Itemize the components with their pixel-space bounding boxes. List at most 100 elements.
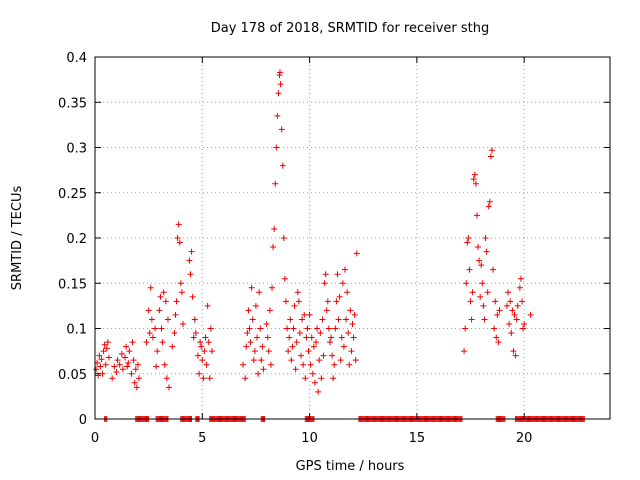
data-point [242, 375, 249, 382]
data-point [131, 379, 138, 386]
data-point [189, 293, 196, 300]
data-point [114, 357, 121, 364]
data-point [243, 343, 250, 350]
data-point [287, 316, 294, 323]
data-point [505, 289, 512, 296]
data-point [329, 352, 336, 359]
data-point [315, 388, 322, 395]
data-point [322, 271, 329, 278]
data-point [305, 348, 312, 355]
data-point [292, 366, 299, 373]
data-point [259, 343, 266, 350]
data-point [302, 375, 309, 382]
data-point [351, 311, 358, 318]
data-point [118, 350, 125, 357]
data-point [345, 330, 352, 337]
data-point [260, 366, 267, 373]
data-point [169, 343, 176, 350]
data-point [285, 348, 292, 355]
data-point [97, 363, 104, 370]
data-point [248, 284, 255, 291]
data-point [104, 339, 111, 346]
data-point [172, 311, 179, 318]
data-point [145, 307, 152, 314]
data-point [187, 271, 194, 278]
data-point [335, 316, 342, 323]
data-point [463, 280, 470, 287]
data-point [249, 316, 256, 323]
data-point [152, 325, 159, 332]
data-point [344, 289, 351, 296]
x-tick-label: 20 [516, 431, 533, 446]
data-point [176, 239, 183, 246]
data-point [289, 343, 296, 350]
data-point [483, 248, 490, 255]
data-point [174, 235, 181, 241]
data-point [207, 325, 214, 332]
data-point [290, 325, 297, 332]
data-point [291, 302, 298, 309]
data-point [349, 320, 356, 327]
data-point [478, 262, 485, 269]
data-point [122, 354, 129, 361]
data-point [332, 325, 339, 332]
data-point [277, 81, 284, 88]
data-point [263, 320, 270, 327]
data-point [196, 370, 203, 377]
data-point [96, 352, 103, 359]
data-point [192, 330, 199, 337]
data-point [273, 144, 280, 151]
data-point [126, 348, 133, 355]
data-point [275, 90, 282, 97]
data-point [153, 363, 160, 370]
y-tick-label: 0.05 [58, 368, 87, 383]
data-point [270, 244, 277, 251]
data-point [348, 348, 355, 355]
data-point [288, 357, 295, 364]
data-point [276, 69, 283, 76]
data-point [504, 302, 510, 309]
data-point [296, 330, 303, 337]
data-point [157, 293, 164, 300]
data-point [509, 307, 516, 314]
data-point [282, 298, 289, 305]
data-point [109, 375, 116, 382]
data-point [247, 339, 254, 346]
data-point [461, 348, 468, 355]
data-point [477, 293, 484, 300]
data-point [171, 330, 178, 337]
data-point [245, 307, 252, 314]
data-point [330, 375, 337, 382]
data-point [130, 357, 137, 364]
data-point [316, 357, 323, 364]
data-point [303, 334, 310, 341]
data-point [520, 325, 527, 332]
data-point [128, 370, 135, 377]
axis-ticks: 0 0.05 0.1 0.15 0.2 0.25 0.3 0.35 0.4 0 5 10 15 20 [58, 51, 610, 446]
data-point [98, 356, 105, 363]
data-point [199, 357, 206, 364]
data-point [304, 325, 311, 332]
data-point [160, 289, 167, 296]
data-point [476, 257, 483, 264]
data-point [319, 316, 326, 323]
data-point [206, 375, 213, 382]
data-point [111, 363, 118, 370]
data-point [257, 325, 264, 332]
data-point [200, 375, 207, 382]
data-point [353, 250, 360, 257]
data-point [271, 225, 278, 232]
data-point [325, 325, 332, 332]
data-point [339, 280, 346, 287]
data-point [164, 316, 171, 323]
data-point [293, 339, 300, 346]
data-point [482, 235, 489, 241]
chart-title: Day 178 of 2018, SRMTID for receiver sth… [211, 21, 490, 36]
data-point [333, 298, 340, 305]
data-point [479, 280, 486, 287]
data-point [336, 293, 343, 300]
data-point [175, 221, 182, 228]
data-point [350, 334, 357, 341]
y-tick-label: 0 [79, 413, 87, 428]
data-point [492, 298, 499, 305]
